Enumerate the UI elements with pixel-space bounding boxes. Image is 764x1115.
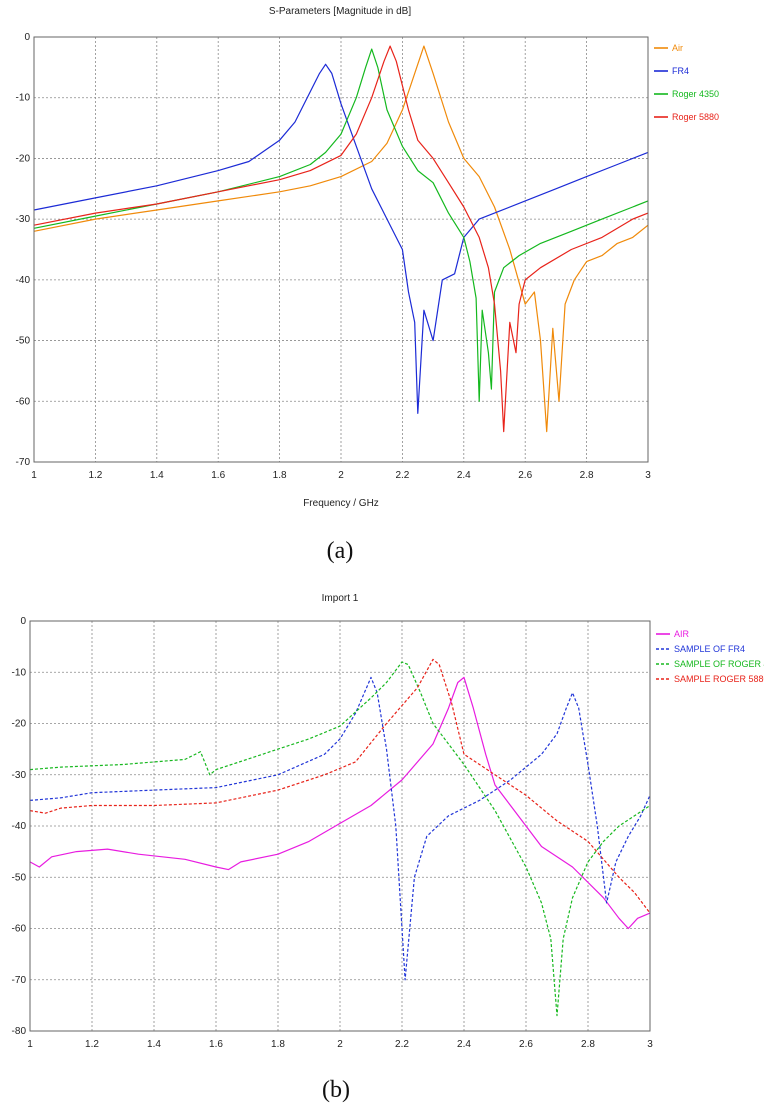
chart-b-xtick-label: 1.8 [271,1039,285,1050]
chart-a-frame [33,36,649,463]
chart-b-xtick-label: 2.4 [457,1039,471,1050]
chart-a-ytick-label: -70 [16,457,31,468]
chart-b-xtick-label: 2.6 [519,1039,533,1050]
chart-a-legend-label: Roger 4350 [672,89,719,99]
chart-b-caption: (b) [322,1077,350,1103]
chart-b-legend-label: AIR [674,629,690,639]
chart-b-ytick-label: -40 [12,821,27,832]
chart-b-series-sample-of-fr4 [29,676,651,981]
chart-a-xtick-label: 1 [31,470,37,481]
chart-b-legend-label: SAMPLE OF ROGER 4350 [674,659,764,669]
chart-b-ytick-label: -50 [12,872,27,883]
chart-a-ytick-label: -10 [16,93,31,104]
chart-b-xtick-label: 1.2 [85,1039,99,1050]
chart-b-ticks: 1 1.2 1.4 1.6 1.8 2 2.2 2.4 2.6 2.8 3 0 -10 -20 -30 -40… [12,616,654,1050]
chart-a-ticks: 1 1.2 1.4 1.6 1.8 2 2.2 2.4 2.6 2.8 3 0 -10 -20 -30 -40… [16,32,652,481]
chart-a-series-roger-5880 [33,45,649,433]
chart-a-xtick-label: 2.2 [395,470,409,481]
chart-a: S-Parameters [Magnitude in dB] 1 1.2 1.4 1.… [16,6,720,564]
chart-b-frame [29,620,651,1032]
chart-b-grid [30,621,650,1031]
chart-b-title: Import 1 [322,593,359,604]
chart-b-series [29,658,651,1017]
chart-a-ytick-label: -30 [16,214,31,225]
chart-a-ytick-label: 0 [24,32,30,43]
chart-a-xtick-label: 1.6 [211,470,225,481]
chart-a-xtick-label: 1.8 [273,470,287,481]
chart-a-xtick-label: 2.4 [457,470,471,481]
chart-b-xtick-label: 1.4 [147,1039,161,1050]
chart-b-series-sample-roger-5880 [29,658,651,914]
chart-a-title: S-Parameters [Magnitude in dB] [269,6,412,17]
chart-a-ytick-label: -50 [16,336,31,347]
chart-b-xtick-label: 2.8 [581,1039,595,1050]
chart-b-ytick-label: -80 [12,1026,27,1037]
chart-a-series-roger-4350 [33,48,649,402]
chart-b-ytick-label: -60 [12,924,27,935]
chart-a-caption: (a) [327,538,354,564]
chart-a-grid [34,37,648,462]
chart-b-xtick-label: 1.6 [209,1039,223,1050]
chart-b-legend-label: SAMPLE ROGER 5880 [674,674,764,684]
chart-b-xtick-label: 1 [27,1039,33,1050]
chart-b-xtick-label: 2 [337,1039,343,1050]
chart-b-series-air [29,676,651,930]
chart-b-legend-label: SAMPLE OF FR4 [674,644,745,654]
chart-a-ytick-label: -20 [16,153,31,164]
chart-b-xtick-label: 2.2 [395,1039,409,1050]
chart-a-legend-label: Roger 5880 [672,112,719,122]
chart-a-ytick-label: -40 [16,275,31,286]
chart-a-ytick-label: -60 [16,396,31,407]
chart-a-xtick-label: 2.6 [518,470,532,481]
chart-a-series [33,45,649,433]
chart-a-legend-label: Air [672,43,683,53]
chart-a-series-fr4 [33,63,649,414]
chart-a-series-air [33,45,649,433]
chart-a-xlabel: Frequency / GHz [303,498,379,509]
chart-b-series-sample-of-roger-4350 [29,661,651,1017]
chart-a-xtick-label: 3 [645,470,651,481]
chart-b-ytick-label: -20 [12,719,27,730]
chart-a-xtick-label: 2 [338,470,344,481]
chart-b-legend: AIR SAMPLE OF FR4 SAMPLE OF ROGER 4350 SAMP… [656,629,764,684]
chart-a-legend: Air FR4 Roger 4350 Roger 5880 [654,43,719,122]
chart-a-xtick-label: 1.4 [150,470,164,481]
chart-a-legend-label: FR4 [672,66,689,76]
chart-b: Import 1 1 1.2 1.4 1.6 1.8 2 2.2 2.4 2.6 2.8 3 0 -10… [12,593,764,1103]
chart-b-ytick-label: 0 [20,616,26,627]
chart-b-ytick-label: -10 [12,667,27,678]
chart-b-ytick-label: -30 [12,770,27,781]
chart-b-ytick-label: -70 [12,975,27,986]
chart-b-xtick-label: 3 [647,1039,653,1050]
chart-a-xtick-label: 1.2 [88,470,102,481]
chart-a-xtick-label: 2.8 [580,470,594,481]
